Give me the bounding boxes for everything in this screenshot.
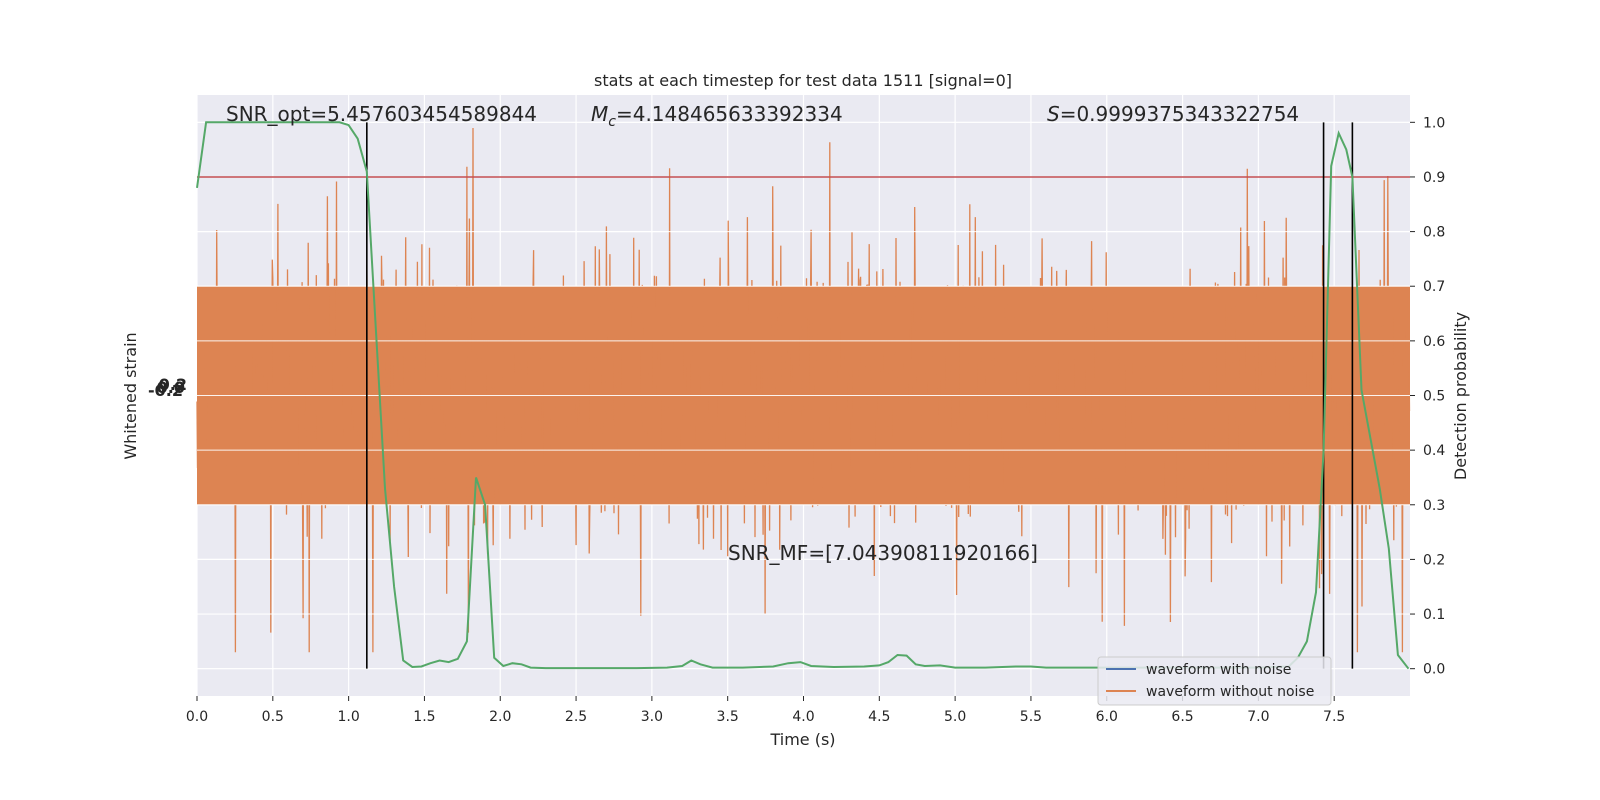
right-tick-label-3: 0.3 <box>1423 498 1445 514</box>
right-tick-label-0: 0.0 <box>1423 662 1445 678</box>
right-tick-label-10: 1.0 <box>1423 115 1445 131</box>
x-tick-label-15: 7.5 <box>1323 709 1345 725</box>
statistic-value: =0.9999375343322754 <box>1060 102 1299 126</box>
statistic-symbol: S <box>1047 102 1060 126</box>
x-tick-label-10: 5.0 <box>944 709 966 725</box>
left-axis-overlapping-ticks: -0.2 0.0 0.2 <box>148 375 187 400</box>
right-tick-label-4: 0.4 <box>1423 443 1445 459</box>
x-tick-label-4: 2.0 <box>489 709 511 725</box>
x-tick-label-12: 6.0 <box>1096 709 1118 725</box>
right-tick-label-2: 0.2 <box>1423 552 1445 568</box>
chirp-mass-value: =4.148465633392334 <box>616 102 843 126</box>
x-axis-ticks: 0.0 0.5 1.0 1.5 2.0 2.5 3.0 3.5 4.0 4.5 5.0 5.5 6.0 6… <box>186 696 1345 725</box>
annotation-chirp-mass: Mc=4.148465633392334 <box>591 102 843 130</box>
left-tick-label-2: 0.2 <box>159 375 187 394</box>
right-axis-ticks: 0.0 0.1 0.2 0.3 0.4 0.5 0.6 0.7 0.8 0.9 1.0 <box>1410 115 1445 678</box>
x-tick-label-8: 4.0 <box>792 709 814 725</box>
right-tick-label-8: 0.8 <box>1423 225 1445 241</box>
right-tick-label-5: 0.5 <box>1423 389 1445 405</box>
legend-label-without-noise: waveform without noise <box>1146 684 1314 700</box>
annotation-snr-mf: SNR_MF=[7.04390811920166] <box>728 541 1038 565</box>
x-tick-label-2: 1.0 <box>337 709 359 725</box>
chart-title: stats at each timestep for test data 151… <box>594 71 1012 90</box>
legend-label-with-noise: waveform with noise <box>1146 662 1291 678</box>
vertical-marker-lines <box>366 122 1354 669</box>
right-tick-label-1: 0.1 <box>1423 607 1445 623</box>
annotation-statistic: S=0.9999375343322754 <box>1047 102 1299 126</box>
x-tick-label-6: 3.0 <box>641 709 663 725</box>
left-tick-label-0: -0.2 <box>148 381 183 400</box>
left-tick-label-1: 0.0 <box>157 378 185 397</box>
right-tick-label-7: 0.7 <box>1423 279 1445 295</box>
right-tick-label-6: 0.6 <box>1423 334 1445 350</box>
x-tick-label-7: 3.5 <box>717 709 739 725</box>
x-axis-label: Time (s) <box>769 730 835 749</box>
x-tick-label-9: 4.5 <box>868 709 890 725</box>
detection-probability-line <box>196 121 1410 670</box>
left-axis-label: Whitened strain <box>121 332 140 459</box>
right-axis-label: Detection probability <box>1451 312 1470 480</box>
right-tick-label-9: 0.9 <box>1423 170 1445 186</box>
x-tick-label-0: 0.0 <box>186 709 208 725</box>
annotation-snr-opt: SNR_opt=5.457603454589844 <box>226 102 537 126</box>
x-tick-label-3: 1.5 <box>413 709 435 725</box>
x-tick-label-13: 6.5 <box>1171 709 1193 725</box>
legend: waveform with noise waveform without noi… <box>1097 656 1332 706</box>
chirp-mass-subscript: c <box>608 114 616 130</box>
x-tick-label-5: 2.5 <box>565 709 587 725</box>
x-tick-label-1: 0.5 <box>262 709 284 725</box>
x-tick-label-11: 5.5 <box>1020 709 1042 725</box>
chirp-mass-symbol: M <box>591 102 608 126</box>
waveform-trace <box>196 127 1411 653</box>
legend-box <box>1097 656 1332 706</box>
x-tick-label-14: 7.0 <box>1247 709 1269 725</box>
